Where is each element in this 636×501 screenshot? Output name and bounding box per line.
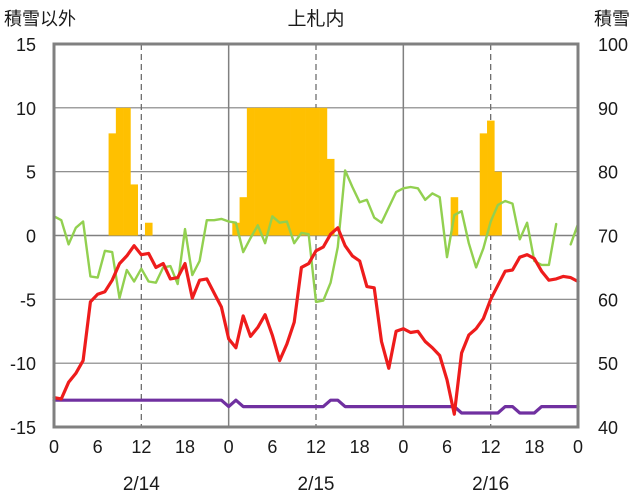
snow-depth-line xyxy=(52,398,580,415)
left-tick-label: -5 xyxy=(20,290,36,310)
left-tick-label: 10 xyxy=(16,99,36,119)
right-tick-label: 80 xyxy=(598,163,618,183)
precip-bar xyxy=(268,107,277,236)
series-lines xyxy=(52,169,580,416)
date-label: 2/16 xyxy=(472,474,509,495)
date-label: 2/15 xyxy=(298,474,335,495)
chart-title: 上札内 xyxy=(287,8,344,30)
hour-tick-label: 6 xyxy=(442,437,452,457)
left-tick-label: 0 xyxy=(26,227,36,247)
precip-bar xyxy=(275,107,284,236)
left-tick-label: 15 xyxy=(16,35,36,55)
precip-bar xyxy=(290,107,299,236)
hour-tick-label: 6 xyxy=(93,437,103,457)
precip-bar xyxy=(123,107,131,236)
precip-bar xyxy=(130,184,138,236)
precip-bar xyxy=(246,107,255,236)
hour-tick-label: 12 xyxy=(306,437,326,457)
left-tick-label: -10 xyxy=(10,354,36,374)
precip-bar xyxy=(312,107,320,236)
precip-bar xyxy=(115,107,124,236)
precip-bar xyxy=(254,107,262,236)
precip-bar xyxy=(487,120,495,236)
precip-bar xyxy=(108,133,117,236)
date-label: 2/14 xyxy=(123,474,160,495)
hour-tick-label: 12 xyxy=(481,437,501,457)
hour-tick-label: 18 xyxy=(524,437,544,457)
right-tick-label: 60 xyxy=(598,290,618,310)
right-tick-label: 100 xyxy=(598,35,628,55)
hour-tick-label: 0 xyxy=(224,437,234,457)
precip-bar xyxy=(305,107,313,236)
hour-tick-label: 0 xyxy=(398,437,408,457)
right-tick-label: 40 xyxy=(598,418,618,438)
hour-tick-label: 18 xyxy=(175,437,195,457)
plot-frame xyxy=(52,42,580,429)
hour-tick-label: 18 xyxy=(350,437,370,457)
left-tick-label: -15 xyxy=(10,418,36,438)
precip-bar xyxy=(239,197,248,236)
hour-tick-label: 6 xyxy=(267,437,277,457)
right-tick-label: 50 xyxy=(598,354,618,374)
precip-bar xyxy=(326,158,335,236)
left-axis-title: 積雪以外 xyxy=(4,9,76,29)
precip-bar xyxy=(319,107,328,236)
precip-bar xyxy=(283,107,291,236)
hour-tick-label: 0 xyxy=(49,437,59,457)
right-tick-label: 70 xyxy=(598,227,618,247)
left-tick-label: 5 xyxy=(26,163,36,183)
precip-bar xyxy=(232,222,240,236)
precip-bar xyxy=(479,133,488,236)
right-tick-label: 90 xyxy=(598,99,618,119)
precip-bar xyxy=(297,107,306,236)
precip-bar xyxy=(261,107,269,236)
right-axis-title: 積雪 xyxy=(594,9,630,29)
hour-tick-label: 12 xyxy=(131,437,151,457)
precip-bar xyxy=(144,222,153,236)
hour-tick-label: 0 xyxy=(573,437,583,457)
temperature-line xyxy=(52,226,580,416)
